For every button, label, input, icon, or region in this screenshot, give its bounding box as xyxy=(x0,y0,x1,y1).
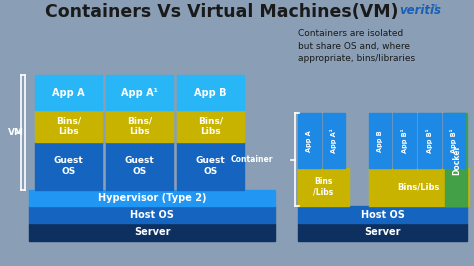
Bar xyxy=(443,113,465,168)
Text: App A¹: App A¹ xyxy=(330,128,337,153)
Text: App B: App B xyxy=(377,130,383,152)
Text: Server: Server xyxy=(134,227,171,237)
Text: Bins/
Libs: Bins/ Libs xyxy=(56,117,82,136)
Bar xyxy=(106,142,173,190)
Text: Guest
OS: Guest OS xyxy=(196,156,225,176)
Text: Hypervisor (Type 2): Hypervisor (Type 2) xyxy=(98,193,207,203)
Text: Server: Server xyxy=(365,227,401,237)
Text: App B¹: App B¹ xyxy=(450,128,457,153)
Bar xyxy=(36,75,102,110)
Text: Bins/
Libs: Bins/ Libs xyxy=(198,117,223,136)
Bar xyxy=(177,75,244,110)
Text: App B¹: App B¹ xyxy=(401,128,408,153)
Bar xyxy=(36,110,102,142)
Text: Guest
OS: Guest OS xyxy=(54,156,83,176)
Bar xyxy=(418,113,440,168)
Bar xyxy=(29,190,275,206)
Bar xyxy=(446,113,467,206)
Text: Host OS: Host OS xyxy=(130,210,174,220)
Bar xyxy=(29,206,275,223)
Bar xyxy=(393,113,416,168)
Text: Container: Container xyxy=(231,155,273,164)
Bar xyxy=(298,113,320,168)
Bar xyxy=(177,142,244,190)
Text: App A: App A xyxy=(53,88,85,98)
Text: Bins
/Libs: Bins /Libs xyxy=(313,177,334,197)
Bar xyxy=(298,168,349,206)
Text: TM: TM xyxy=(430,4,437,9)
Bar xyxy=(369,168,469,206)
Text: VM: VM xyxy=(8,128,24,137)
Bar xyxy=(298,223,467,241)
Text: veritis: veritis xyxy=(399,4,441,17)
Text: Bins/
Libs: Bins/ Libs xyxy=(127,117,152,136)
Bar xyxy=(29,223,275,241)
Text: Containers Vs Virtual Machines(VM): Containers Vs Virtual Machines(VM) xyxy=(46,2,399,20)
Bar xyxy=(177,110,244,142)
Bar xyxy=(106,75,173,110)
Text: App B: App B xyxy=(194,88,227,98)
Bar xyxy=(369,113,392,168)
Text: App A: App A xyxy=(306,130,312,152)
Text: Containers are isolated
but share OS and, where
appropriate, bins/libraries: Containers are isolated but share OS and… xyxy=(298,30,415,63)
Bar xyxy=(106,110,173,142)
Bar xyxy=(322,113,345,168)
Text: Host OS: Host OS xyxy=(361,210,404,220)
Text: Bins/Libs: Bins/Libs xyxy=(398,183,440,192)
Text: Guest
OS: Guest OS xyxy=(125,156,155,176)
Text: App B¹: App B¹ xyxy=(426,128,433,153)
Bar xyxy=(36,142,102,190)
Text: App A¹: App A¹ xyxy=(121,88,158,98)
Text: Docker: Docker xyxy=(452,145,461,175)
Bar xyxy=(298,206,467,223)
